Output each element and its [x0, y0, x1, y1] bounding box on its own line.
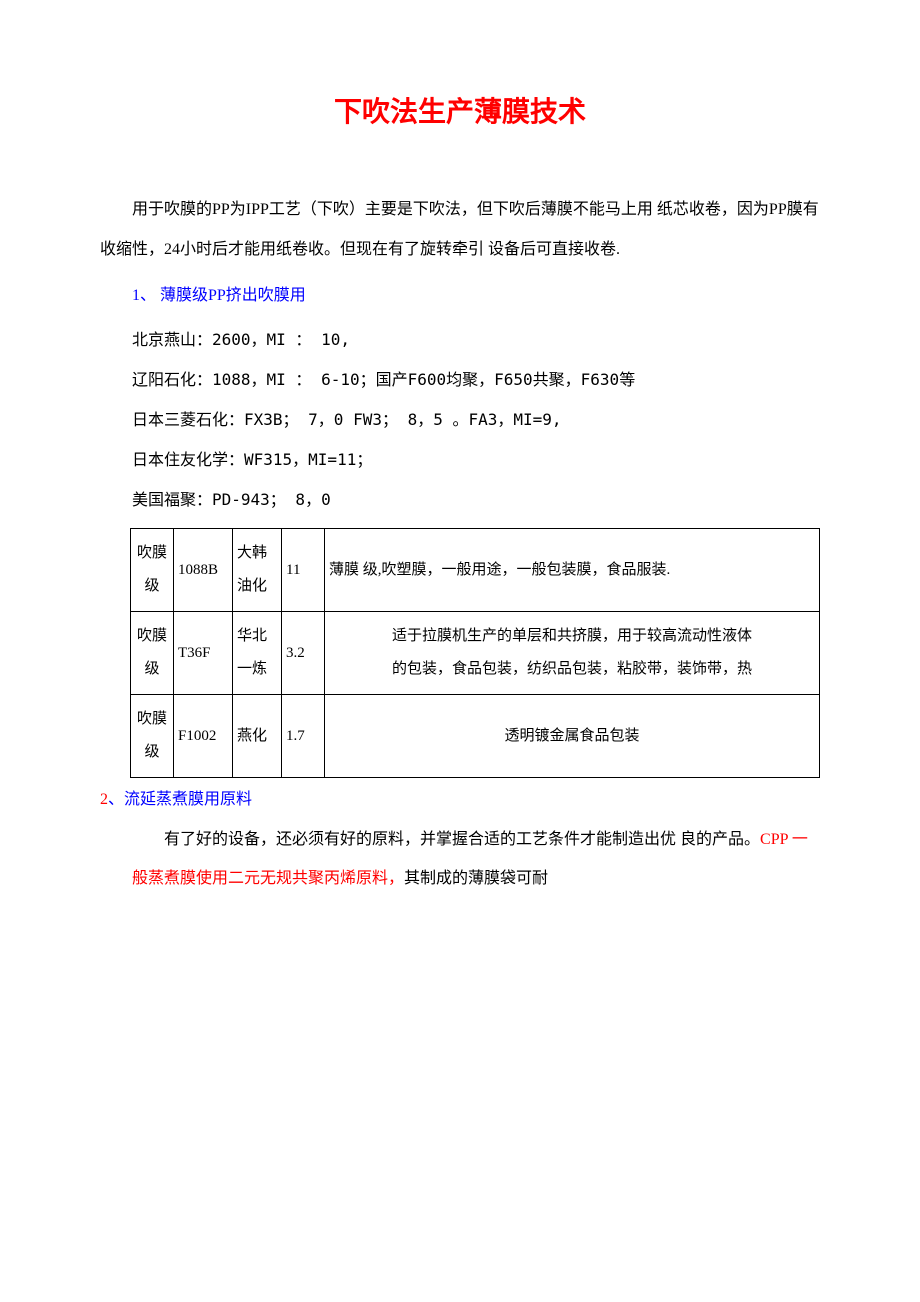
intro-paragraph: 用于吹膜的PP为IPP工艺（下吹）主要是下吹法，但下吹后薄膜不能马上用 纸芯收卷…: [100, 190, 820, 270]
section-1-header: 1、 薄膜级PP挤出吹膜用: [100, 276, 820, 316]
table-row: 吹膜级 T36F 华北一炼 3.2 适于拉膜机生产的单层和共挤膜，用于较高流动性…: [131, 612, 820, 695]
cell-code: 1088B: [174, 529, 233, 612]
material-line: 日本住友化学：WF315，MI=11；: [100, 440, 820, 480]
cell-maker: 燕化: [233, 695, 282, 778]
material-line: 北京燕山：2600，MI ： 10,: [100, 320, 820, 360]
cell-mi: 1.7: [282, 695, 325, 778]
cell-mi: 3.2: [282, 612, 325, 695]
cell-desc: 薄膜 级,吹塑膜，一般用途，一般包装膜，食品服装.: [325, 529, 820, 612]
page-title: 下吹法生产薄膜技术: [100, 90, 820, 130]
para2-pre: 有了好的设备，还必须有好的原料，并掌握合适的工艺条件才能制造出优 良的产品。: [164, 831, 760, 848]
section-2-header: 2、流延蒸煮膜用原料: [100, 782, 820, 817]
cell-mi: 11: [282, 529, 325, 612]
section-2-number: 2: [100, 791, 108, 808]
cell-grade: 吹膜级: [131, 695, 174, 778]
material-line: 美国福聚：PD-943； 8，0: [100, 480, 820, 520]
section-2-paragraph: 有了好的设备，还必须有好的原料，并掌握合适的工艺条件才能制造出优 良的产品。CP…: [100, 821, 820, 898]
table-row: 吹膜级 1088B 大韩油化 11 薄膜 级,吹塑膜，一般用途，一般包装膜，食品…: [131, 529, 820, 612]
table-row: 吹膜级 F1002 燕化 1.7 透明镀金属食品包装: [131, 695, 820, 778]
section-2-title: 、流延蒸煮膜用原料: [108, 791, 252, 808]
cell-desc: 适于拉膜机生产的单层和共挤膜，用于较高流动性液体 的包装，食品包装，纺织品包装，…: [325, 612, 820, 695]
cell-code: T36F: [174, 612, 233, 695]
cell-code: F1002: [174, 695, 233, 778]
cell-desc: 透明镀金属食品包装: [325, 695, 820, 778]
cell-maker: 大韩油化: [233, 529, 282, 612]
cell-grade: 吹膜级: [131, 529, 174, 612]
material-table: 吹膜级 1088B 大韩油化 11 薄膜 级,吹塑膜，一般用途，一般包装膜，食品…: [130, 528, 820, 778]
cell-grade: 吹膜级: [131, 612, 174, 695]
material-line: 日本三菱石化：FX3B； 7，0 FW3； 8，5 。FA3，MI=9,: [100, 400, 820, 440]
material-line: 辽阳石化：1088，MI ： 6-10；国产F600均聚，F650共聚，F630…: [100, 360, 820, 400]
cell-maker: 华北一炼: [233, 612, 282, 695]
para2-post: 其制成的薄膜袋可耐: [404, 870, 548, 887]
